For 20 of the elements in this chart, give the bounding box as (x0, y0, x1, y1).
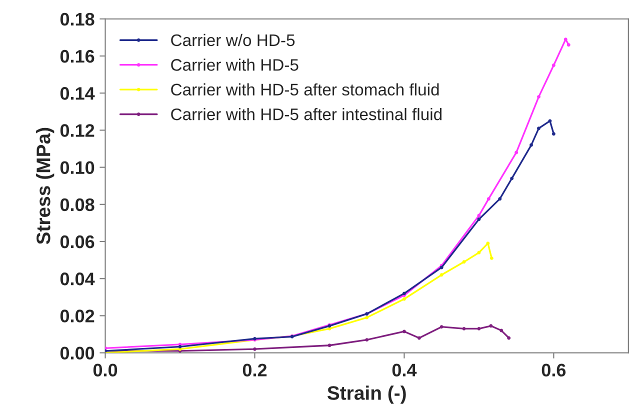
y-tick-label: 0.16 (60, 50, 94, 63)
y-tick-label: 0.02 (60, 310, 94, 322)
y-tick-label: 0.14 (60, 87, 95, 100)
y-tick-label: 0.08 (60, 198, 94, 212)
legend-label: Carrier w/o HD-5 (171, 34, 295, 46)
x-tick-label: 0.4 (392, 364, 417, 376)
y-tick-label: 0.18 (60, 12, 94, 26)
legend-label: Carrier with HD-5 after intestinal fluid (171, 108, 442, 120)
y-tick-label: 0.12 (60, 124, 94, 137)
x-tick-label: 0.6 (542, 364, 566, 376)
y-tick-label: 0.10 (60, 161, 94, 174)
y-tick-label: 0.00 (60, 346, 94, 360)
y-tick-label: 0.06 (60, 235, 94, 248)
y-tick-label: 0.04 (60, 272, 95, 286)
legend-label: Carrier with HD-5 (171, 58, 298, 71)
y-axis-title: Stress (MPa) (36, 128, 54, 244)
x-tick-label: 0.0 (93, 364, 118, 376)
x-tick-label: 0.2 (242, 364, 267, 376)
legend-label: Carrier with HD-5 after stomach fluid (171, 83, 439, 96)
x-axis-title: Strain (-) (327, 386, 406, 404)
